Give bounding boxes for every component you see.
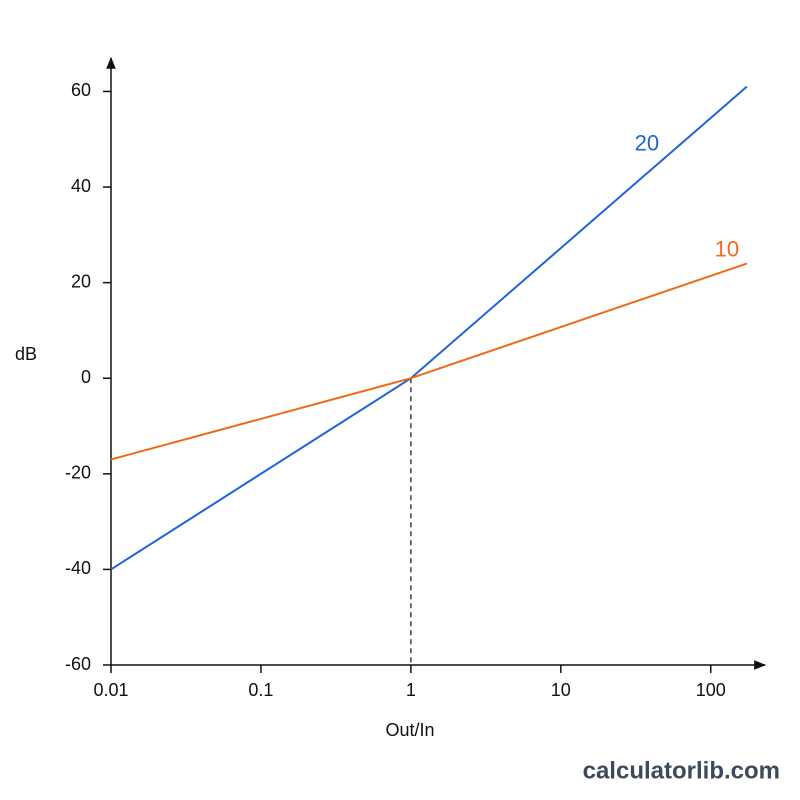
y-tick-label: 0 [81,367,91,387]
y-tick-label: -60 [65,654,91,674]
series-line [110,262,748,461]
x-tick-label: 100 [696,680,726,700]
x-tick-label: 1 [406,680,416,700]
y-tick-label: -20 [65,463,91,483]
y-tick-label: 60 [71,80,91,100]
series-label: 10 [715,236,739,261]
x-tick-label: 0.1 [248,680,273,700]
series-line [110,85,748,571]
y-tick-label: 40 [71,176,91,196]
x-tick-label: 10 [551,680,571,700]
y-tick-label: -40 [65,558,91,578]
y-axis-label: dB [15,344,37,364]
watermark: calculatorlib.com [583,757,780,784]
x-tick-label: 0.01 [93,680,128,700]
y-tick-label: 20 [71,271,91,291]
x-axis-label: Out/In [385,720,434,740]
series-label: 20 [635,130,659,155]
